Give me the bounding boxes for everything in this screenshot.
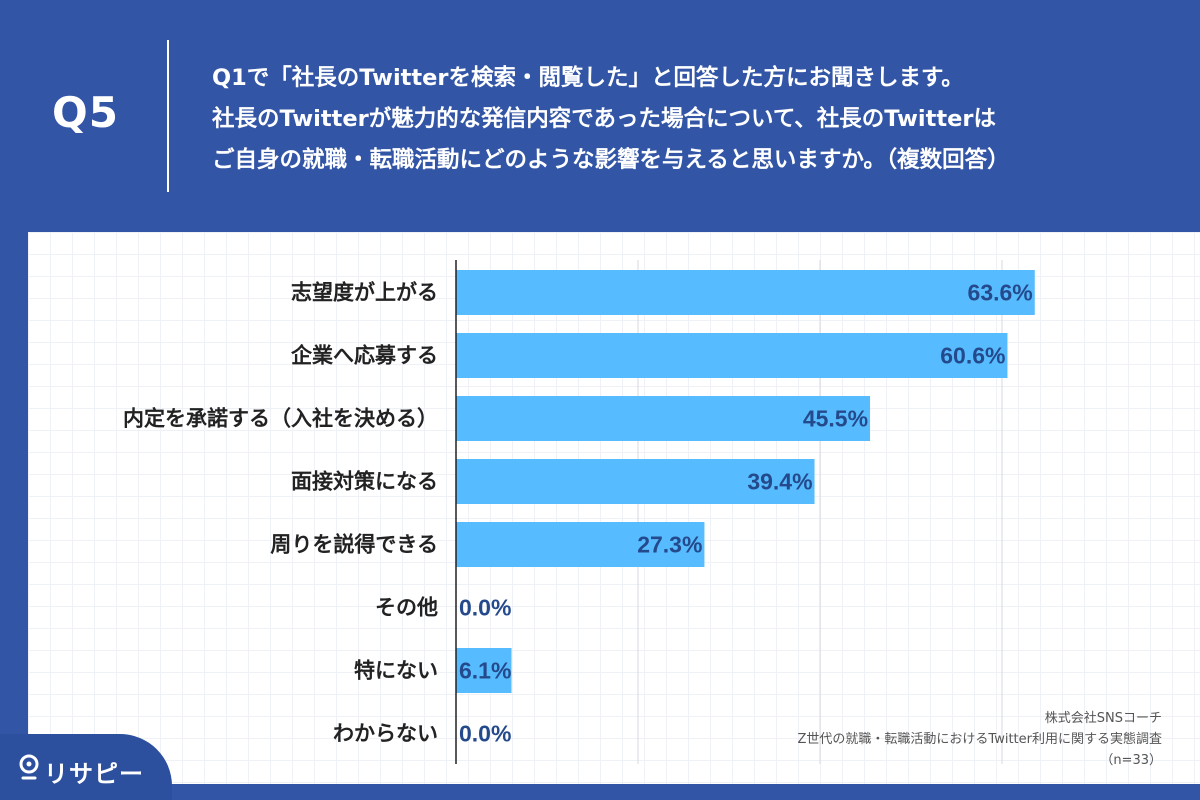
header-divider	[167, 40, 169, 192]
header: Q5 Q1で「社長のTwitterを検索・閲覧した」と回答した方にお聞きします。…	[0, 0, 1200, 232]
value-label: 39.4%	[747, 469, 812, 495]
category-label: その他	[375, 596, 438, 620]
chart-panel: 志望度が上がる 63.6% 企業へ応募する 60.6% 内定を承諾する（入社を決める） 4…	[28, 232, 1200, 784]
bar	[456, 459, 815, 504]
value-label: 60.6%	[940, 343, 1005, 369]
bar	[456, 522, 705, 567]
source-company: 株式会社SNSコーチ	[1044, 711, 1162, 726]
logo-text: リサピー	[44, 760, 144, 788]
question-line: ご自身の就職・転職活動にどのような影響を与えると思いますか。（複数回答）	[212, 147, 1010, 173]
pin-icon	[19, 754, 39, 780]
category-label: 特にない	[354, 659, 438, 683]
bar-chart: 志望度が上がる 63.6% 企業へ応募する 60.6% 内定を承諾する（入社を決める） 4…	[123, 260, 1035, 764]
question-line: Q1で「社長のTwitterを検索・閲覧した」と回答した方にお聞きします。	[212, 65, 964, 91]
category-label: 面接対策になる	[291, 470, 438, 494]
bar	[456, 333, 1008, 378]
bar	[456, 648, 512, 693]
question-number: Q5	[52, 88, 119, 137]
value-label: 6.1%	[459, 658, 511, 684]
category-label: わからない	[333, 722, 438, 746]
bar	[456, 396, 871, 441]
question-text: Q1で「社長のTwitterを検索・閲覧した」と回答した方にお聞きします。 社長…	[212, 58, 1172, 181]
category-label: 志望度が上がる	[291, 281, 438, 305]
category-label: 内定を承諾する（入社を決める）	[123, 407, 438, 431]
value-label: 27.3%	[637, 532, 702, 558]
value-label: 0.0%	[459, 595, 511, 621]
source-survey: Z世代の就職・転職活動におけるTwitter利用に関する実態調査	[797, 732, 1162, 747]
source-note: 株式会社SNSコーチ Z世代の就職・転職活動におけるTwitter利用に関する実…	[562, 708, 1162, 771]
category-label: 周りを説得できる	[270, 533, 438, 557]
value-label: 45.5%	[803, 406, 868, 432]
category-label: 企業へ応募する	[290, 344, 438, 368]
value-label: 63.6%	[968, 280, 1033, 306]
value-label: 0.0%	[459, 721, 511, 747]
question-line: 社長のTwitterが魅力的な発信内容であった場合について、社長のTwitter…	[212, 106, 996, 132]
bar	[456, 270, 1035, 315]
logo: リサピー	[0, 734, 172, 800]
source-sample: （n=33）	[1100, 753, 1162, 768]
